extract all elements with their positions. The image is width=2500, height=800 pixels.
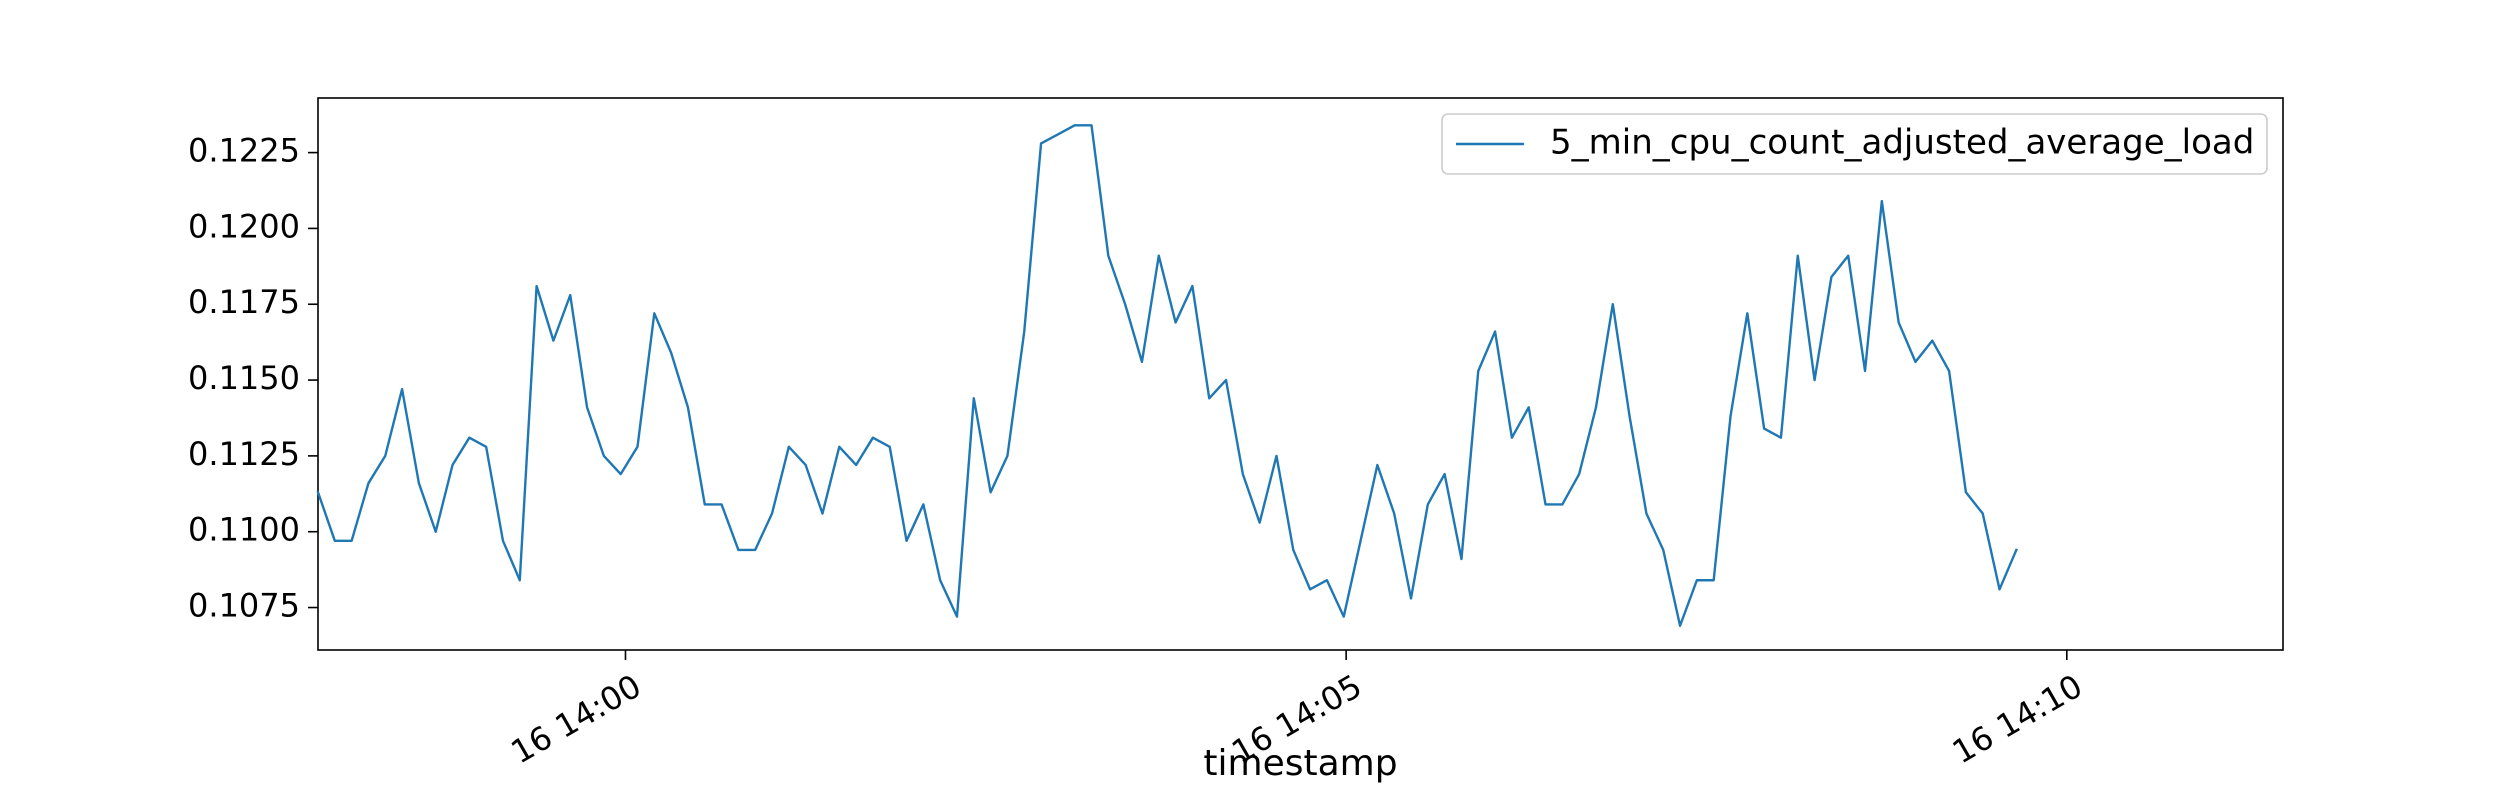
x-axis-label: timestamp [1203, 743, 1397, 784]
y-tick-label: 0.1175 [188, 283, 300, 321]
y-axis: 0.1075 0.1100 0.1125 0.1150 0.1175 0.1200 0.12… [188, 132, 318, 625]
plot-frame [317, 97, 2284, 651]
legend-box [1441, 113, 2268, 175]
y-tick-label: 0.1225 [188, 132, 300, 170]
y-tick-label: 0.1075 [188, 587, 300, 625]
series-line [316, 124, 2018, 627]
y-tick-label: 0.1150 [188, 359, 300, 397]
y-tick-label: 0.1100 [188, 511, 300, 549]
legend: 5_min_cpu_count_adjusted_average_load [1441, 113, 2268, 175]
series-layer [316, 124, 2018, 627]
y-tick-label: 0.1200 [188, 207, 300, 245]
y-tick-label: 0.1125 [188, 435, 300, 473]
legend-label: 5_min_cpu_count_adjusted_average_load [1550, 123, 2254, 163]
